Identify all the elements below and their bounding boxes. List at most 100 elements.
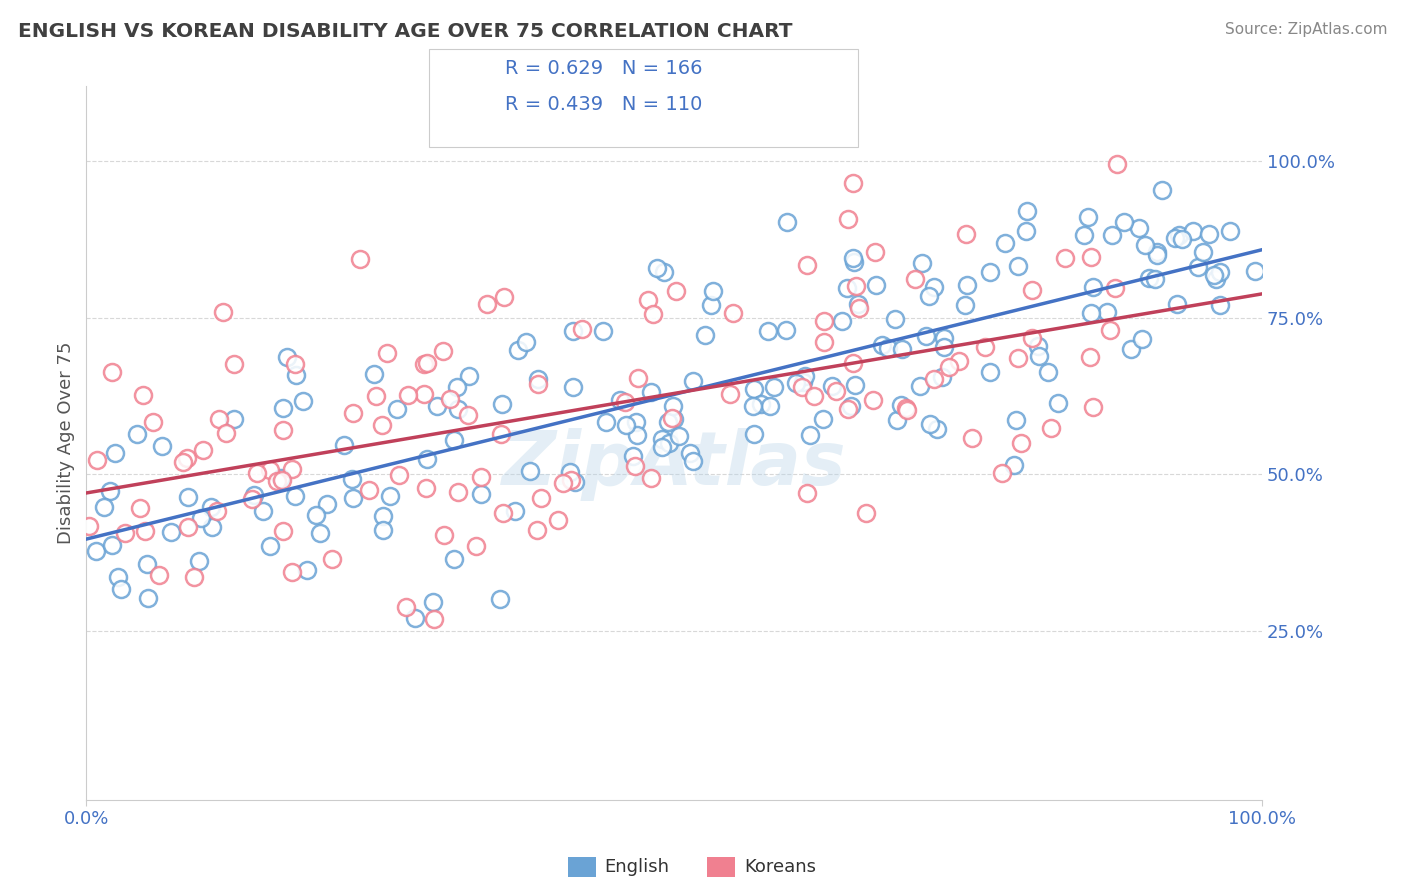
- Point: [340, 472, 363, 486]
- Point: [492, 506, 515, 520]
- Point: [1101, 228, 1123, 243]
- Point: [1128, 221, 1150, 235]
- Point: [488, 591, 510, 606]
- Point: [243, 488, 266, 502]
- Point: [994, 235, 1017, 250]
- Point: [562, 324, 585, 338]
- Point: [974, 340, 997, 354]
- Point: [1098, 323, 1121, 337]
- Point: [1083, 280, 1105, 294]
- Point: [1077, 210, 1099, 224]
- Point: [700, 298, 723, 312]
- Point: [132, 388, 155, 402]
- Point: [922, 280, 945, 294]
- Text: English: English: [605, 858, 669, 876]
- Point: [1002, 458, 1025, 472]
- Point: [271, 473, 294, 487]
- Point: [665, 284, 688, 298]
- Point: [342, 491, 364, 505]
- Point: [651, 441, 673, 455]
- Point: [176, 451, 198, 466]
- Point: [101, 537, 124, 551]
- Point: [609, 393, 631, 408]
- Point: [837, 401, 859, 416]
- Point: [1028, 349, 1050, 363]
- Point: [560, 473, 582, 487]
- Point: [1204, 268, 1226, 283]
- Point: [613, 395, 636, 409]
- Point: [558, 465, 581, 479]
- Point: [1007, 259, 1029, 273]
- Point: [515, 335, 537, 350]
- Point: [308, 525, 330, 540]
- Point: [1192, 244, 1215, 259]
- Point: [749, 397, 772, 411]
- Point: [844, 255, 866, 269]
- Point: [128, 501, 150, 516]
- Point: [443, 552, 465, 566]
- Point: [796, 485, 818, 500]
- Point: [911, 255, 934, 269]
- Point: [526, 372, 548, 386]
- Point: [641, 307, 664, 321]
- Point: [1146, 248, 1168, 262]
- Point: [193, 443, 215, 458]
- Point: [891, 343, 914, 357]
- Point: [955, 298, 977, 312]
- Point: [321, 551, 343, 566]
- Point: [1015, 224, 1038, 238]
- Point: [803, 389, 825, 403]
- Point: [595, 415, 617, 429]
- Point: [678, 446, 700, 460]
- Point: [841, 399, 863, 413]
- Point: [890, 398, 912, 412]
- Point: [491, 396, 513, 410]
- Point: [955, 227, 977, 241]
- Point: [1143, 272, 1166, 286]
- Text: R = 0.629   N = 166: R = 0.629 N = 166: [505, 59, 702, 78]
- Point: [371, 417, 394, 432]
- Point: [1209, 298, 1232, 312]
- Point: [388, 468, 411, 483]
- Point: [1078, 350, 1101, 364]
- Point: [315, 497, 337, 511]
- Point: [799, 427, 821, 442]
- Point: [865, 278, 887, 293]
- Point: [1080, 306, 1102, 320]
- Point: [284, 357, 307, 371]
- Point: [821, 379, 844, 393]
- Point: [1205, 271, 1227, 285]
- Point: [623, 458, 645, 473]
- Point: [503, 503, 526, 517]
- Point: [661, 399, 683, 413]
- Point: [1107, 156, 1129, 170]
- Point: [1198, 227, 1220, 242]
- Point: [508, 343, 530, 357]
- Point: [1152, 183, 1174, 197]
- Point: [100, 483, 122, 498]
- Point: [332, 438, 354, 452]
- Point: [792, 376, 814, 390]
- Point: [918, 417, 941, 431]
- Point: [281, 462, 304, 476]
- Point: [1164, 231, 1187, 245]
- Point: [796, 258, 818, 272]
- Point: [489, 427, 512, 442]
- Point: [848, 301, 870, 315]
- Point: [837, 211, 859, 226]
- Point: [77, 519, 100, 533]
- Point: [413, 386, 436, 401]
- Point: [894, 401, 917, 416]
- Point: [342, 406, 364, 420]
- Point: [246, 466, 269, 480]
- Point: [956, 277, 979, 292]
- Point: [201, 520, 224, 534]
- Point: [412, 357, 434, 371]
- Point: [527, 377, 550, 392]
- Point: [855, 506, 877, 520]
- Point: [813, 314, 835, 328]
- Point: [1038, 365, 1060, 379]
- Point: [776, 215, 799, 229]
- Text: Koreans: Koreans: [744, 858, 815, 876]
- Point: [862, 392, 884, 407]
